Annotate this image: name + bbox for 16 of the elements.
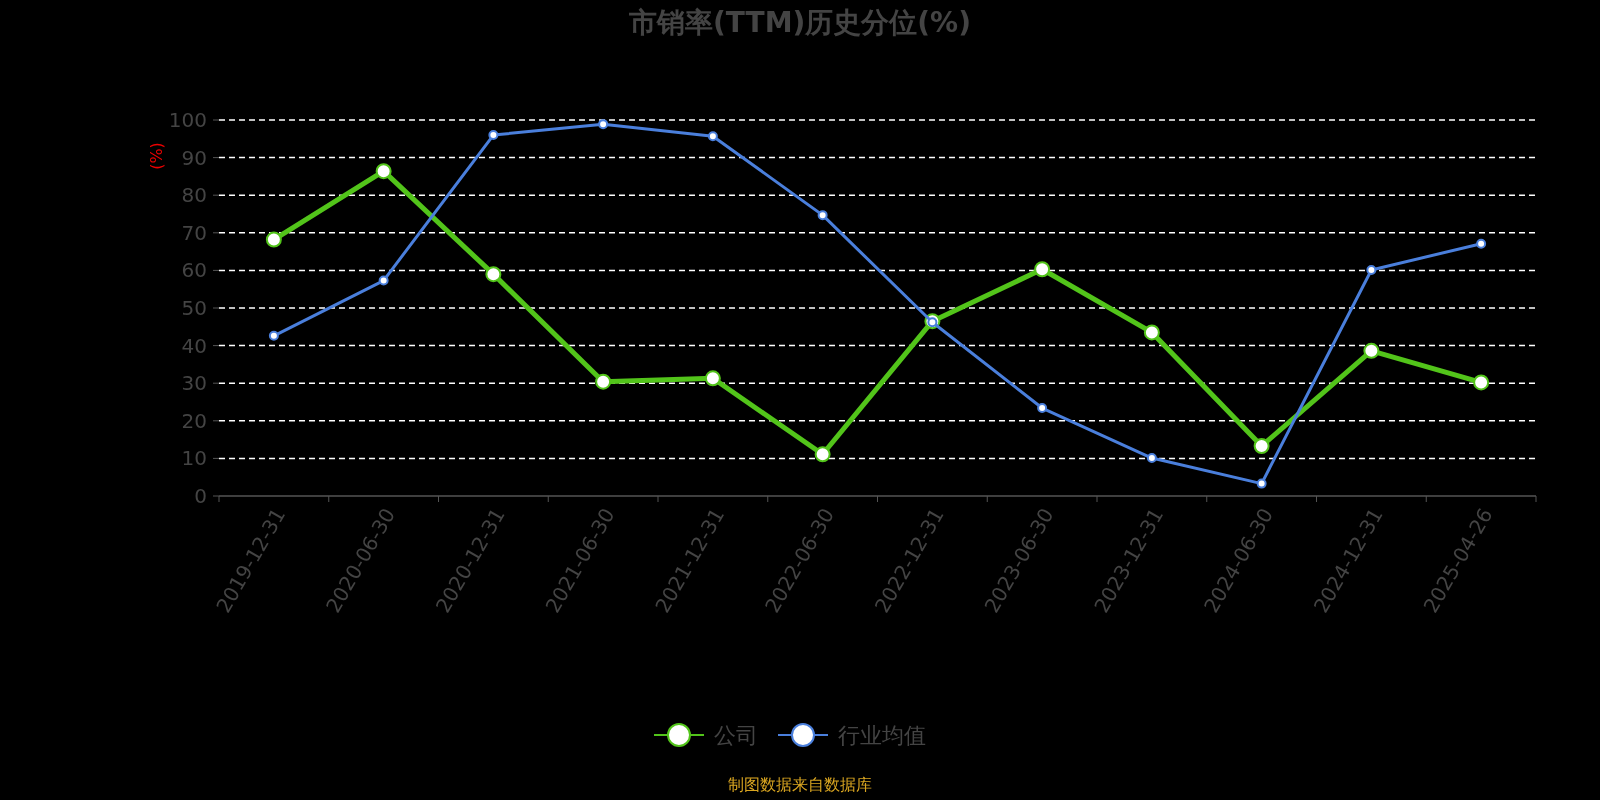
y-tick-label: 40	[181, 333, 207, 358]
y-tick-label: 70	[181, 220, 207, 245]
y-tick-label: 10	[181, 446, 207, 471]
text: 制图数据来自数据库	[728, 775, 872, 794]
y-tick-label: 20	[181, 408, 207, 433]
y-axis-title: (%)	[147, 142, 166, 170]
y-tick-label: 100	[168, 108, 207, 132]
legend-label: 公司	[714, 722, 758, 748]
y-tick-label: 60	[181, 258, 207, 283]
y-tick-label: 30	[181, 371, 207, 396]
y-tick-label: 50	[181, 296, 207, 320]
y-tick-label: 0	[194, 484, 207, 508]
legend-label: 行业均值	[838, 722, 926, 748]
y-tick-label: 90	[181, 145, 207, 170]
chart-title: 市销率(TTM)历史分位(%)	[628, 6, 971, 39]
y-tick-label: 80	[181, 183, 207, 208]
